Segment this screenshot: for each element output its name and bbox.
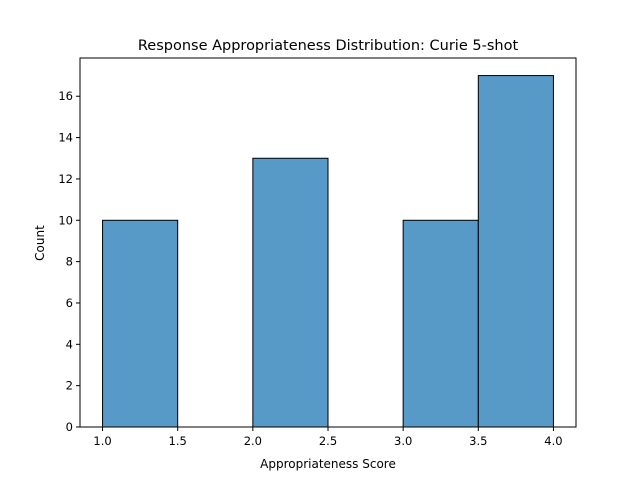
y-tick-label: 2	[66, 379, 73, 393]
x-tick-label: 3.5	[469, 434, 487, 448]
x-tick-label: 3.0	[394, 434, 412, 448]
x-tick-label: 2.5	[319, 434, 337, 448]
y-tick-label: 14	[58, 131, 73, 145]
y-tick-label: 10	[58, 213, 73, 227]
y-tick-label: 16	[58, 89, 73, 103]
y-tick-label: 4	[66, 337, 73, 351]
chart-title: Response Appropriateness Distribution: C…	[138, 38, 519, 54]
bars-layer	[102, 75, 554, 428]
x-tick-label: 2.0	[244, 434, 262, 448]
y-tick-label: 6	[66, 296, 73, 310]
histogram-bar-4	[477, 75, 554, 428]
y-tick-label: 0	[66, 420, 73, 434]
histogram-bar-2	[252, 157, 329, 428]
histogram-bar-1	[102, 219, 179, 428]
y-tick-label: 8	[66, 255, 73, 269]
y-tick-label: 12	[58, 172, 73, 186]
x-axis-label: Appropriateness Score	[260, 457, 396, 471]
y-axis-label: Count	[33, 225, 47, 261]
histogram-bar-3	[402, 219, 479, 428]
x-tick-label: 1.5	[169, 434, 187, 448]
x-tick-label: 1.0	[93, 434, 111, 448]
x-tick-label: 4.0	[544, 434, 562, 448]
axes-layer: 1.0 1.5 2.0 2.5 3.0 3.5 4.0 0 2 4 6 8 10 12 14 16	[58, 57, 577, 448]
